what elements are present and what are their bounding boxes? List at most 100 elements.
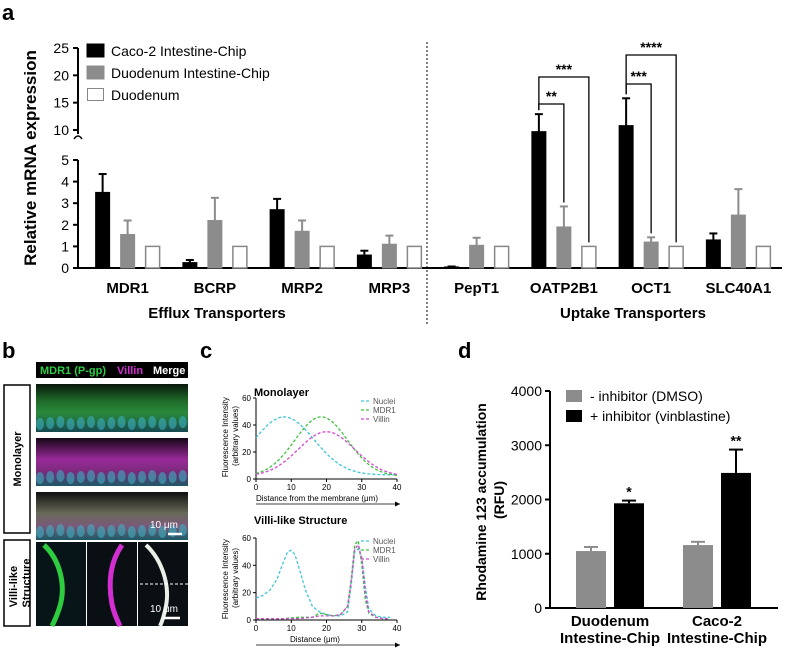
- nucleus-blob: [46, 525, 55, 537]
- micrograph-header-merge: Merge: [153, 365, 185, 377]
- nucleus-blob: [168, 471, 177, 483]
- chart-c1-ylabel-line2: (arbitrary values): [231, 406, 240, 466]
- chart-d: Rhodamine 123 accumulation (RFU) - inhib…: [473, 383, 778, 647]
- chart-a-xtick-mdr1: MDR1: [106, 280, 149, 297]
- panel-label-c: c: [200, 338, 212, 363]
- nucleus-blob: [66, 472, 75, 484]
- chart-a-ytick-label: 5: [61, 152, 69, 168]
- chart-c1-ylabel: Fluorescence Intensity (arbitrary values…: [221, 395, 240, 477]
- significance-bracket-oct1: [625, 54, 677, 243]
- chart-c1-ytick-label: 40: [242, 421, 251, 430]
- chart-c-monolayer: Monolayer Fluorescence Intensity (arbitr…: [221, 387, 402, 507]
- legend-swatch-caco2-chip: [86, 43, 105, 58]
- chart-d-ytick-label: 0: [534, 600, 542, 616]
- chart-d-ytick-label: 2000: [511, 492, 542, 508]
- bar-duodenum-intestine-chip-mrp3: [381, 243, 397, 269]
- row-label-villi: Villi-like Structure: [8, 559, 33, 608]
- significance-label-oct1: ****: [640, 39, 662, 55]
- chart-c2-ytick-label: 60: [242, 534, 251, 543]
- chart-a-axis-break: [73, 135, 83, 140]
- significance-label-caco-2-intestine-chip: **: [731, 433, 742, 449]
- legend-label-villin: Villin: [373, 555, 390, 564]
- nucleus-blob: [56, 416, 65, 428]
- legend-swatch-dmso: [566, 390, 582, 402]
- line-villin: [256, 543, 390, 620]
- nucleus-blob: [138, 525, 146, 537]
- chart-a-ytick-label: 10: [53, 122, 69, 138]
- chart-a-ytick-label: 20: [53, 67, 69, 83]
- villi-mdr1-edge: [42, 543, 65, 628]
- chart-c2-ytick-label: 40: [242, 561, 251, 570]
- bar-duodenum-mdr1: [144, 245, 161, 269]
- chart-a-xtick-mrp3: MRP3: [369, 280, 411, 297]
- row-label-villi-line2: Structure: [21, 559, 33, 608]
- chart-c2-xtick-label: 0: [254, 624, 259, 633]
- chart-d-ylabel: Rhodamine 123 accumulation (RFU): [473, 399, 507, 601]
- legend-label-mdr1: MDR1: [373, 546, 396, 555]
- nucleus-blob: [87, 416, 95, 428]
- bar-caco-2-intestine-chip-slc40a1: [705, 239, 721, 269]
- bar-caco-2-intestine-chip-oatp2b1: [531, 131, 547, 269]
- chart-c1-xtick-label: 40: [393, 483, 402, 492]
- nucleus-blob: [127, 418, 136, 430]
- chart-a-ytick-label: 15: [53, 95, 69, 111]
- nucleus-blob: [127, 526, 136, 538]
- chart-d-xtick-duodenum-intestine-chip-line1: Duodenum: [571, 613, 649, 630]
- scale-bar-2-label: 10 μm: [150, 604, 178, 615]
- chart-a-xtick-slc40a1: SLC40A1: [705, 280, 771, 297]
- villi-villin-edge: [107, 543, 125, 628]
- chart-c1-xtick-label: 30: [357, 483, 366, 492]
- chart-d-legend: - inhibitor (DMSO) + inhibitor (vinblast…: [566, 388, 730, 424]
- chart-d-ytick-label: 4000: [511, 383, 542, 399]
- nucleus-blob: [117, 524, 126, 536]
- chart-a-xtick-mrp2: MRP2: [281, 280, 323, 297]
- micrograph-header-bar: [36, 362, 188, 378]
- chart-c2-title: Villi-like Structure: [254, 515, 347, 527]
- chart-d-xtick-duodenum-intestine-chip-line2: Intestine-Chip: [560, 630, 660, 647]
- bar-duodenum-oatp2b1: [581, 245, 597, 269]
- significance-label-duodenum-intestine-chip: *: [626, 484, 632, 500]
- chart-c1-xtick-label: 10: [287, 483, 296, 492]
- nucleus-blob: [117, 416, 126, 428]
- micrograph-header-villin: Villin: [117, 365, 143, 377]
- bar-duodenum-mrp3: [406, 245, 423, 269]
- chart-a-legend: Caco-2 Intestine-Chip Duodenum Intestine…: [86, 43, 270, 103]
- chart-d-xtick-caco-2-intestine-chip-line2: Intestine-Chip: [667, 630, 767, 647]
- nucleus-blob: [56, 470, 65, 482]
- row-label-box-villi: [3, 539, 31, 627]
- chart-c2-xtick-label: 10: [287, 624, 296, 633]
- row-label-villi-line1: Villi-like: [8, 566, 20, 607]
- chart-c2-ylabel: Fluorescence Intensity (arbitrary values…: [221, 537, 240, 619]
- panel-b-micrographs: MDR1 (P-gp) Villin Merge Monolayer Villi…: [3, 362, 188, 628]
- chart-a-ytick-label: 4: [61, 174, 69, 190]
- nucleus-blob: [87, 524, 95, 536]
- chart-a-ytick-label: 25: [53, 40, 69, 56]
- row-label-box-monolayer: [3, 384, 31, 534]
- bar-caco-2-intestine-chip-oct1: [618, 125, 634, 269]
- nucleus-blob: [178, 470, 187, 482]
- line-mdr1: [256, 539, 390, 620]
- chart-c1-ytick-label: 20: [242, 448, 251, 457]
- bar-duodenum-intestine-chip-mrp2: [294, 230, 310, 269]
- significance-label-oatp2b1: ***: [556, 61, 573, 77]
- legend-label-duodenum: Duodenum: [111, 87, 180, 103]
- legend-label-villin: Villin: [373, 415, 390, 424]
- legend-swatch-duodenum-chip: [86, 65, 105, 80]
- nucleus-blob: [148, 416, 157, 428]
- chart-a-xtick-oatp2b1: OATP2B1: [530, 280, 598, 297]
- bar-inhibitor-vinblastine-caco-2-intestine-chip: [721, 472, 751, 608]
- chart-c1-ytick-label: 60: [242, 394, 251, 403]
- micrograph-header-mdr1: MDR1 (P-gp): [40, 365, 106, 377]
- line-villin: [255, 431, 398, 475]
- significance-bracket-oatp2b1: [538, 76, 590, 243]
- chart-a-ytick-label: 0: [61, 260, 69, 276]
- nucleus-blob: [148, 470, 157, 482]
- chart-c1-xlabel-arrowhead: [395, 501, 400, 507]
- chart-c2-xtick-label: 40: [393, 624, 402, 633]
- nucleus-blob: [107, 525, 116, 537]
- nucleus-blob: [97, 472, 106, 484]
- nucleus-blob: [46, 417, 55, 429]
- legend-label-duodenum-chip: Duodenum Intestine-Chip: [111, 65, 270, 81]
- bar-caco-2-intestine-chip-bcrp: [182, 262, 198, 269]
- chart-c2-xlabel: Distance (μm): [290, 635, 340, 644]
